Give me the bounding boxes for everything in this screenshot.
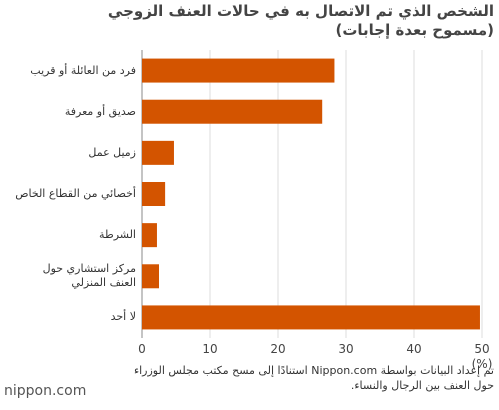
y-tick-label: أخصائي من القطاع الخاص xyxy=(15,187,136,200)
x-tick-label: 0 xyxy=(138,342,146,356)
x-tick-label: 40 xyxy=(406,342,421,356)
source-note: تم إعداد البيانات بواسطة Nippon.com استن… xyxy=(133,364,494,392)
title-block: الشخص الذي تم الاتصال به في حالات العنف … xyxy=(4,2,494,40)
y-tick-label: مركز استشاري حول العنف المنزلي xyxy=(42,262,136,290)
x-tick-label: 50 xyxy=(474,342,489,356)
y-tick-label: صديق أو معرفة xyxy=(64,104,136,118)
y-tick-label: فرد من العائلة أو قريب xyxy=(30,63,136,77)
bar xyxy=(142,264,159,289)
x-tick-label: 30 xyxy=(338,342,353,356)
chart-subtitle: (مسموح بعدة إجابات) xyxy=(335,21,494,39)
x-axis-label: (%) xyxy=(472,357,493,371)
x-tick-label: 10 xyxy=(202,342,217,356)
bar xyxy=(142,140,174,165)
y-tick-label: الشرطة xyxy=(99,228,136,242)
bar xyxy=(142,58,335,83)
bar xyxy=(142,99,323,124)
chart-title: الشخص الذي تم الاتصال به في حالات العنف … xyxy=(107,2,494,20)
logo: nippon.com xyxy=(4,383,87,399)
y-tick-label: لا أحد xyxy=(110,310,136,324)
bar xyxy=(142,182,166,206)
bar xyxy=(142,223,157,248)
y-tick-label: زميل عمل xyxy=(88,145,136,159)
bar xyxy=(142,305,480,330)
x-tick-label: 20 xyxy=(270,342,285,356)
